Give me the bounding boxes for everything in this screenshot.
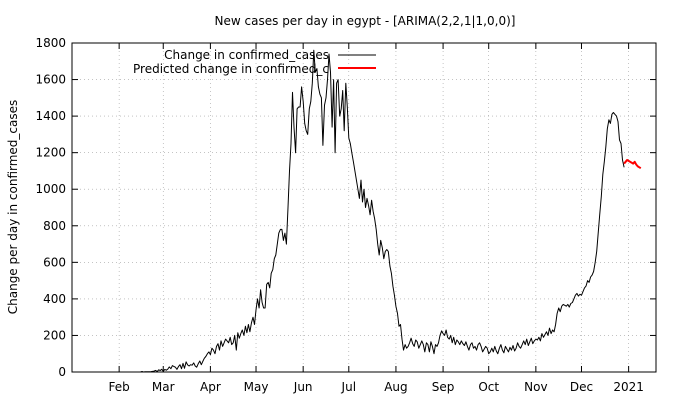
x-tick-label: Feb xyxy=(109,380,130,394)
series-layer xyxy=(125,49,642,373)
y-tick-label: 200 xyxy=(43,328,66,342)
series-line-confirmed-cases xyxy=(125,49,625,373)
x-tick-label: 2021 xyxy=(613,380,644,394)
x-tick-label: Mar xyxy=(152,380,175,394)
x-tick-label: Dec xyxy=(570,380,593,394)
x-tick-label: May xyxy=(244,380,269,394)
y-tick-label: 0 xyxy=(58,365,66,379)
y-tick-labels: 0 200 400 600 800 1000 1200 1400 1600 1800 xyxy=(35,36,66,379)
y-tick-label: 400 xyxy=(43,292,66,306)
x-tick-label: Sep xyxy=(432,380,455,394)
legend: Change in confirmed_cases Predicted chan… xyxy=(133,48,376,76)
series-line-predicted xyxy=(623,159,642,170)
legend-label-predicted: Predicted change in confirmed_c xyxy=(133,62,329,76)
y-tick-label: 600 xyxy=(43,255,66,269)
x-tick-label: Jun xyxy=(293,380,313,394)
axis-ticks xyxy=(72,42,656,373)
y-tick-label: 1800 xyxy=(35,36,66,50)
x-tick-label: Jul xyxy=(341,380,356,394)
y-axis-label: Change per day in confirmed_cases xyxy=(6,100,20,315)
chart-title: New cases per day in egypt - [ARIMA(2,2,… xyxy=(215,14,516,28)
y-tick-label: 1200 xyxy=(35,146,66,160)
x-tick-label: Nov xyxy=(524,380,547,394)
y-tick-label: 1000 xyxy=(35,182,66,196)
x-tick-labels: Feb Mar Apr May Jun Jul Aug Sep Oct Nov Dec 2021 xyxy=(109,380,644,394)
y-tick-label: 1400 xyxy=(35,109,66,123)
grid-lines xyxy=(72,43,656,372)
x-tick-label: Oct xyxy=(478,380,499,394)
x-tick-label: Aug xyxy=(384,380,407,394)
legend-label-confirmed-cases: Change in confirmed_cases xyxy=(164,48,329,62)
y-tick-label: 1600 xyxy=(35,73,66,87)
y-tick-label: 800 xyxy=(43,219,66,233)
plot-frame xyxy=(71,42,657,373)
x-tick-label: Apr xyxy=(200,380,221,394)
